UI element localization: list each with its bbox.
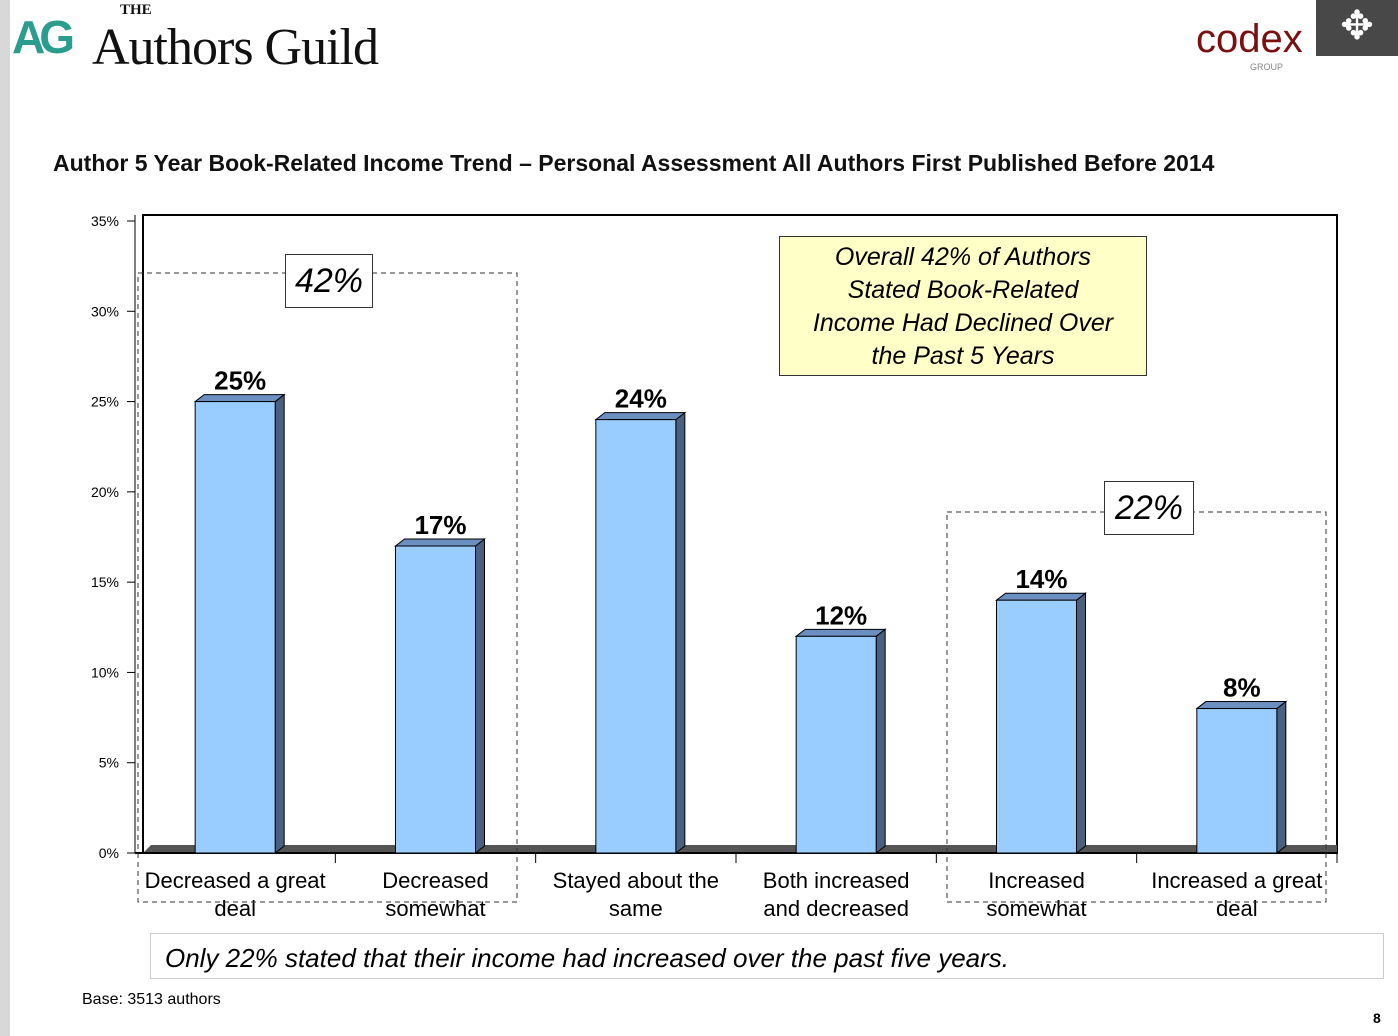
y-tick-label: 20% [91, 484, 119, 500]
bar [395, 545, 476, 854]
logo-name: Authors Guild [92, 19, 379, 76]
increased-group-label: 22% [1104, 481, 1194, 535]
note-line: the Past 5 Years [871, 342, 1055, 370]
y-tick-label: 35% [91, 213, 119, 229]
x-tick-label: Stayed about the [553, 868, 719, 893]
x-tick-label: Increased [988, 868, 1085, 893]
note-box: Overall 42% of Authors Stated Book-Relat… [779, 236, 1147, 376]
left-edge [0, 0, 10, 1036]
logo-the: THE [120, 2, 152, 18]
bar [795, 635, 877, 854]
authors-guild-logo: AG Authors Guild THE [12, 0, 492, 80]
data-label: 17% [414, 510, 466, 540]
bar-side [1076, 592, 1086, 855]
data-label: 8% [1223, 673, 1261, 703]
x-tick-label: deal [214, 896, 256, 921]
data-label: 25% [214, 366, 266, 396]
y-tick-label: 5% [99, 755, 119, 771]
x-tick-label: Increased a great [1151, 868, 1322, 893]
bar-top [394, 538, 486, 547]
floor [143, 845, 1337, 853]
declined-group-label: 42% [285, 254, 373, 308]
y-tick-label: 0% [99, 845, 119, 861]
bar-top [193, 394, 286, 403]
data-label: 12% [815, 600, 867, 630]
y-tick-label: 25% [91, 394, 119, 410]
bar-side [675, 411, 686, 855]
codex-logo: codex [1196, 17, 1303, 61]
bar-side [274, 393, 285, 855]
bar-top [594, 412, 687, 421]
note-line: Income Had Declined Over [812, 309, 1114, 337]
y-tick-label: 15% [91, 574, 119, 590]
y-tick-label: 30% [91, 303, 119, 319]
x-tick-label: somewhat [986, 896, 1086, 921]
base-note: Base: 3513 authors [82, 991, 221, 1008]
x-tick-label: Both increased [763, 868, 910, 893]
bar [996, 599, 1077, 854]
bar-side [875, 628, 886, 855]
bar-top [1195, 701, 1288, 710]
x-tick-label: Decreased a great [145, 868, 326, 893]
bar-top [794, 628, 887, 637]
bar-side [475, 538, 485, 855]
bar [595, 419, 677, 854]
bar [194, 401, 276, 854]
page-number: 8 [1373, 1010, 1381, 1026]
x-tick-label: and decreased [763, 896, 909, 921]
x-tick-label: Decreased [382, 868, 488, 893]
x-tick-label: same [609, 896, 663, 921]
summary-box: Only 22% stated that their income had in… [150, 933, 1384, 979]
bar-top [995, 592, 1087, 601]
codex-group: GROUP [1250, 62, 1284, 72]
note-line: Stated Book-Related [847, 276, 1079, 304]
x-tick-label: deal [1216, 896, 1258, 921]
bar-side [1276, 700, 1287, 855]
ag-mark: AG [12, 11, 75, 63]
chart-title: Author 5 Year Book-Related Income Trend … [53, 150, 1215, 176]
x-tick-label: somewhat [385, 896, 485, 921]
y-tick-label: 10% [91, 664, 119, 680]
bar [1196, 708, 1278, 854]
data-label: 14% [1015, 564, 1067, 594]
note-line: Overall 42% of Authors [834, 243, 1092, 271]
data-label: 24% [615, 384, 667, 414]
move-icon[interactable]: ✥ [1316, 0, 1398, 56]
